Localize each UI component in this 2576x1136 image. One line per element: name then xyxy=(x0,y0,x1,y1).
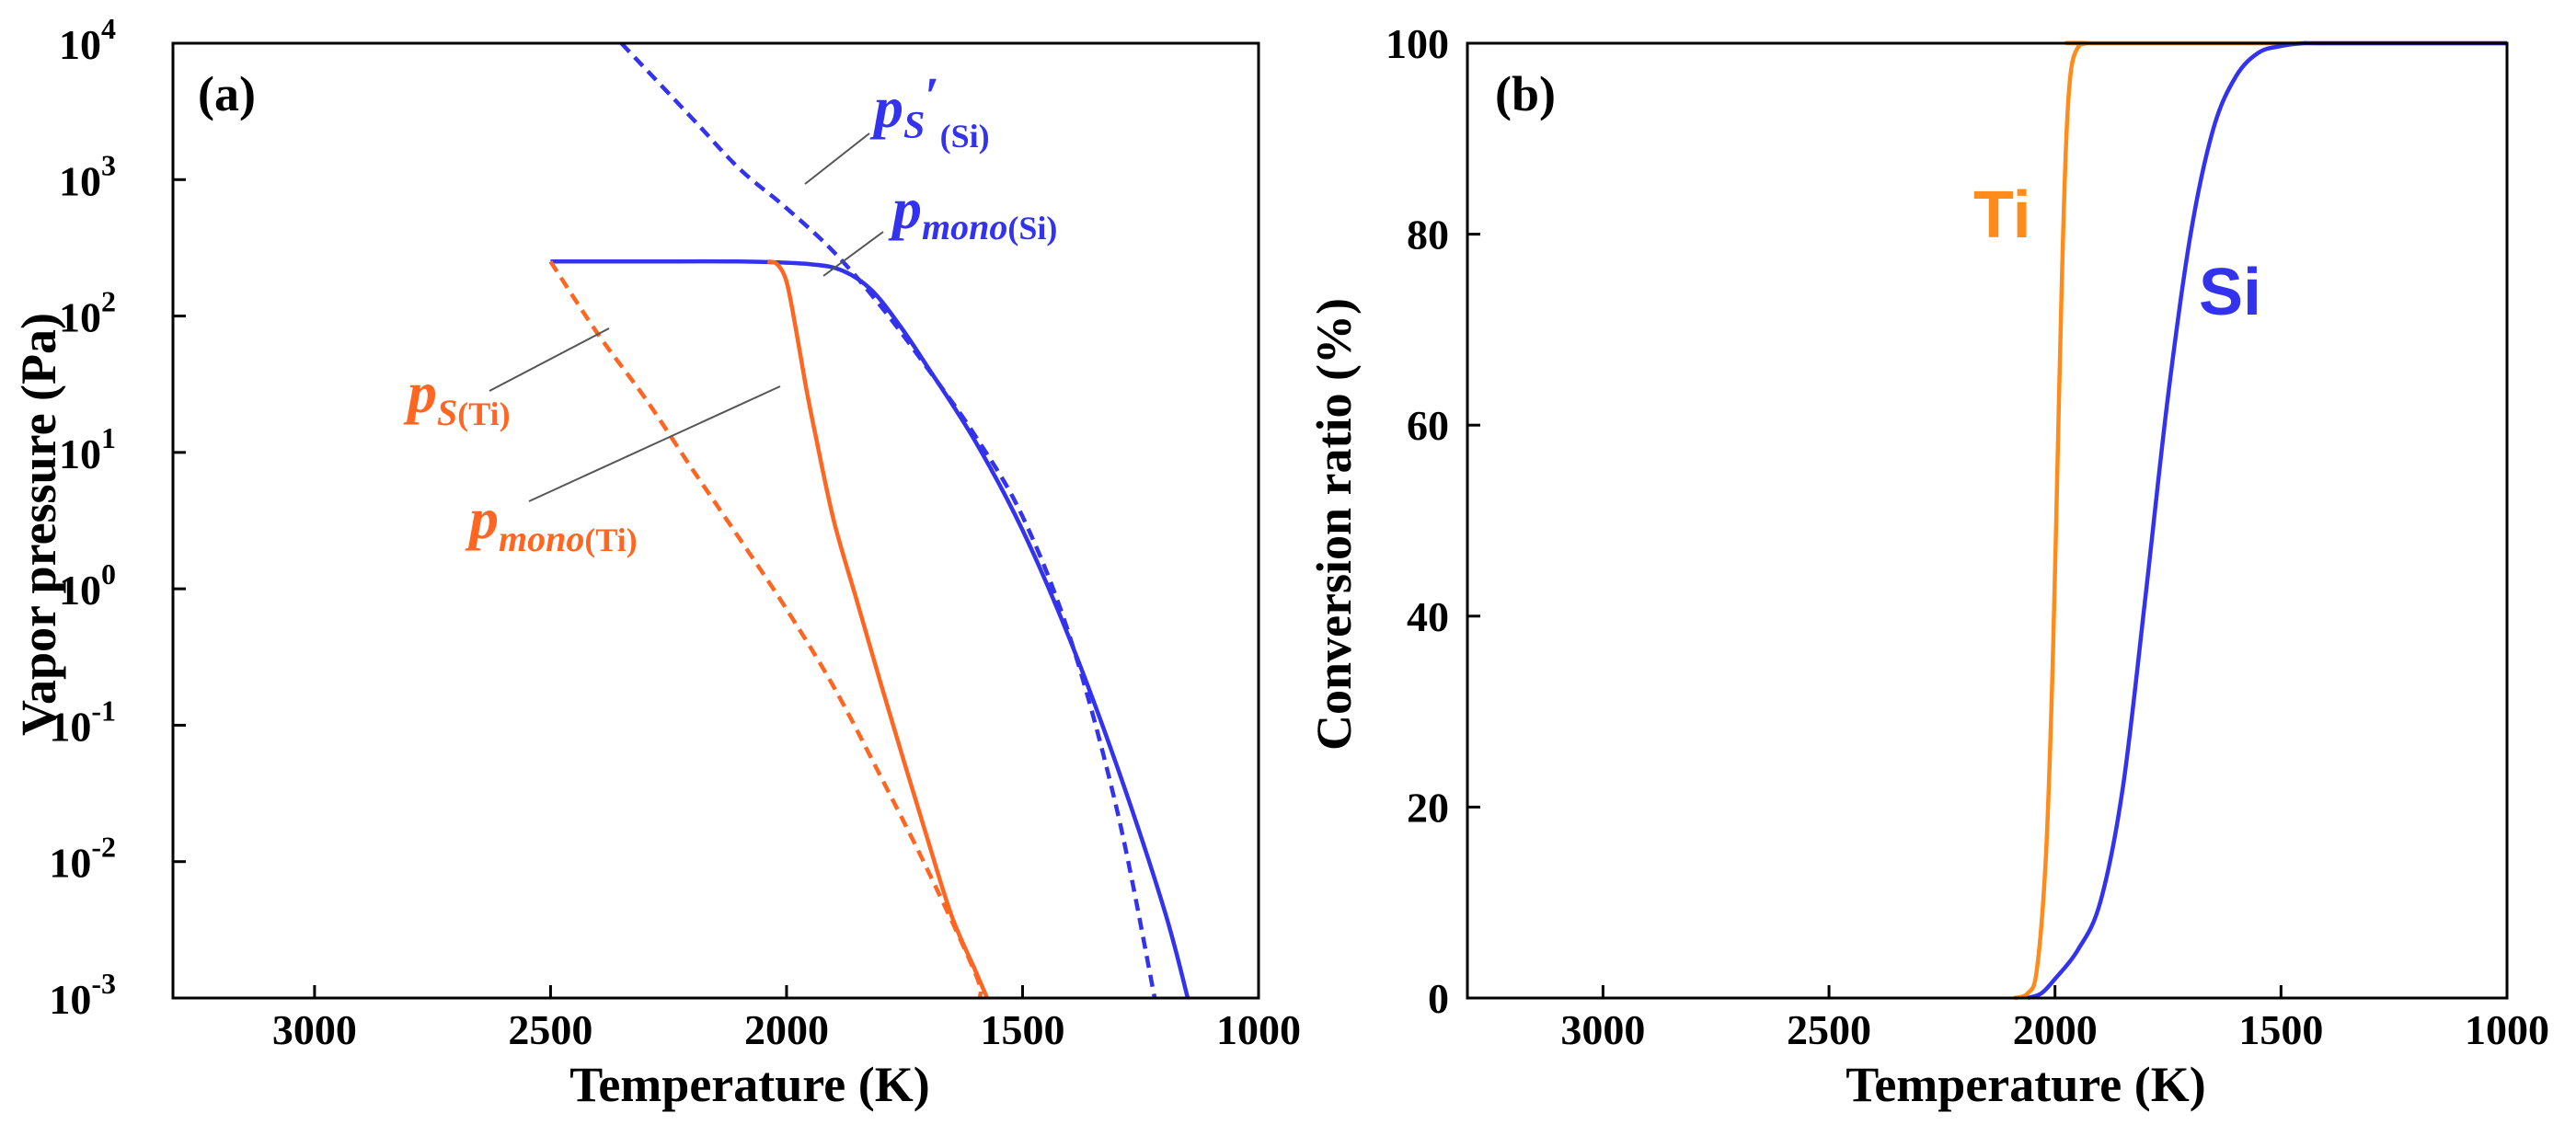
panel-a-x-tick-label: 3000 xyxy=(272,1006,357,1053)
panel-a-series-line-1 xyxy=(619,41,1157,999)
annotation-ps-si: pS′(Si) xyxy=(869,66,990,155)
panel-b-y-axis-title: Conversion ratio (%) xyxy=(1306,298,1362,751)
panel-a-x-tick-label: 1500 xyxy=(980,1006,1064,1053)
panel-b-y-tick-label: 0 xyxy=(1428,975,1449,1022)
series-label-si: Si xyxy=(2199,256,2261,329)
panel-b-y-tick-label: 100 xyxy=(1386,20,1449,67)
panel-a-y-tick-label: 101 xyxy=(59,421,116,477)
panel-b-x-tick-label: 1500 xyxy=(2238,1006,2323,1053)
panel-a-y-tick-label: 103 xyxy=(59,148,116,204)
panel-b-y-tick-label: 60 xyxy=(1407,402,1449,449)
panel-a-series-line-2 xyxy=(766,259,990,999)
panel-a-y-tick-label: 100 xyxy=(59,557,116,614)
panel-a-y-axis-title: Vapor pressure (Pa) xyxy=(11,313,66,736)
annotation-ps-ti: pS(Ti) xyxy=(403,360,511,433)
panel-b-x-tick-label: 1000 xyxy=(2465,1006,2549,1053)
panel-a-plot-frame xyxy=(171,41,1260,1000)
annotation-pmono-ti: pmono(Ti) xyxy=(465,486,638,559)
panel-b-y-tick-label: 40 xyxy=(1407,593,1449,640)
panel-a-x-tick-label: 2500 xyxy=(508,1006,592,1053)
annotation-pmono-si: pmono(Si) xyxy=(888,176,1057,247)
panel-b-x-tick-label: 2000 xyxy=(2013,1006,2098,1053)
leader-line-ps-si xyxy=(804,132,870,185)
panel-a-y-tick-label: 102 xyxy=(59,285,116,341)
panel-b-x-axis-title: Temperature (K) xyxy=(1846,1057,2205,1112)
panel-a-y-tick-label: 10-3 xyxy=(49,967,116,1023)
panel-b-series-line-si xyxy=(2027,40,2507,1001)
panel-a: (a) Temperature (K) Vapor pressure (Pa) … xyxy=(11,12,1301,1112)
leader-line-pmono-si xyxy=(822,231,884,277)
panel-a-y-tick-label: 10-2 xyxy=(49,831,116,887)
panel-b-y-tick-label: 20 xyxy=(1407,784,1449,831)
leader-line-ps-ti xyxy=(489,327,610,392)
panel-a-y-tick-label: 104 xyxy=(59,12,116,68)
panel-b-x-tick-label: 3000 xyxy=(1560,1006,1645,1053)
panel-a-series-line-0 xyxy=(550,258,1190,999)
leader-line-pmono-ti xyxy=(528,385,781,502)
panel-b-series-line-ti xyxy=(2013,40,2507,1001)
panel-b-x-tick-label: 2500 xyxy=(1787,1006,1871,1053)
panel-a-x-tick-label: 2000 xyxy=(744,1006,829,1053)
panel-b-y-tick-label: 80 xyxy=(1407,212,1449,258)
panel-b: (b) Temperature (K) Conversion ratio (%)… xyxy=(1306,20,2549,1112)
panel-a-label: (a) xyxy=(198,66,256,121)
series-label-ti: Ti xyxy=(1973,178,2031,252)
panel-b-label: (b) xyxy=(1495,66,1556,121)
panel-b-plot-frame xyxy=(1466,41,2509,1000)
panel-a-series-line-3 xyxy=(548,260,983,999)
panel-a-x-tick-label: 1000 xyxy=(1216,1006,1301,1053)
panel-a-x-axis-title: Temperature (K) xyxy=(569,1057,929,1112)
panel-a-y-tick-label: 10-1 xyxy=(49,694,116,750)
